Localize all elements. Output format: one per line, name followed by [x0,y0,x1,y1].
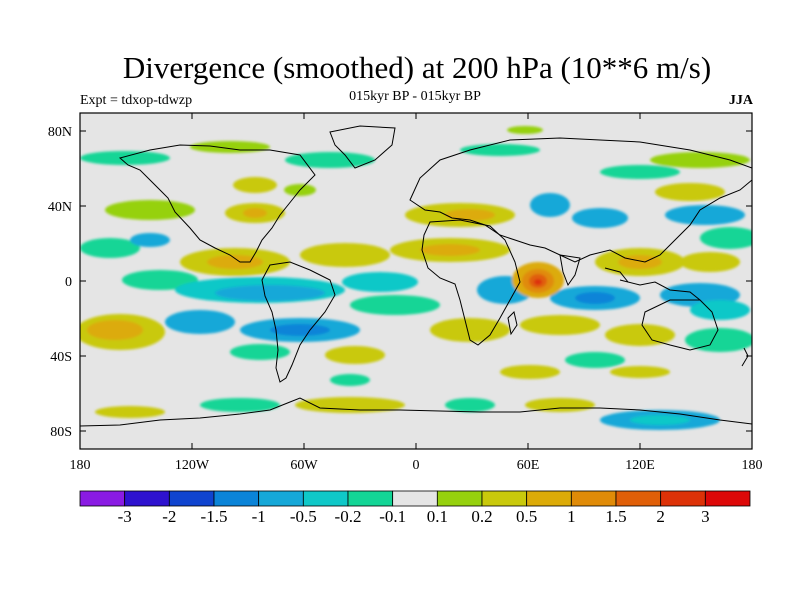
colorbar-box [615,490,662,507]
lat-label: 0 [65,275,72,290]
lat-labels: 80N 40N 0 40S 80S [48,125,72,440]
lon-label: 0 [413,458,420,473]
colorbar-label: -0.5 [289,507,317,526]
colorbar-box [392,490,438,507]
experiment-label: Expt = tdxop-tdwzp [80,93,193,108]
lon-label: 180 [742,458,763,473]
lon-tick-marks [191,113,641,449]
coastlines [80,125,752,427]
lon-labels: 180 120W 60W 0 60E 120E 180 [70,458,763,473]
colorbar-label: -2 [162,507,177,526]
figure-subtitle: 015kyr BP - 015kyr BP [349,89,481,104]
colorbar-box [704,490,751,507]
colorbar-box [570,490,617,507]
colorbar-label: -1 [251,507,266,526]
colorbar-box [526,490,572,507]
colorbar-box [168,490,215,507]
divergence-field [80,126,752,430]
figure-title: Divergence (smoothed) at 200 hPa (10**6 … [122,50,712,85]
colorbar-box [660,490,706,507]
colorbar-label: 0.2 [471,507,493,526]
colorbar-label: 0.5 [516,507,538,526]
colorbar-label: -1.5 [200,507,228,526]
lat-label: 40S [50,350,72,365]
lat-label: 80N [48,125,72,140]
lon-label: 60W [290,458,318,473]
lon-label: 180 [70,458,91,473]
colorbar-box [436,490,483,507]
colorbar-label: -0.1 [379,507,407,526]
lon-label: 120E [625,458,655,473]
colorbar-box [481,490,528,507]
colorbar-label: -3 [117,507,132,526]
colorbar-box [302,490,349,507]
lat-label: 80S [50,425,72,440]
colorbar-label: 3 [701,507,710,526]
season-label: JJA [728,93,753,108]
colorbar-box [347,490,394,507]
colorbar-label: 0.1 [426,507,448,526]
colorbar-label: 2 [656,507,665,526]
colorbar-label: 1 [567,507,576,526]
colorbar-label: -0.2 [334,507,362,526]
colorbar-box [258,490,304,507]
lat-tick-marks [80,130,752,432]
lat-label: 40N [48,200,72,215]
colorbar-box [213,490,260,507]
lon-label: 120W [175,458,210,473]
colorbar-box [124,490,170,507]
lon-label: 60E [517,458,540,473]
colorbar [79,490,751,507]
colorbar-box [79,490,126,507]
colorbar-label: 1.5 [605,507,627,526]
